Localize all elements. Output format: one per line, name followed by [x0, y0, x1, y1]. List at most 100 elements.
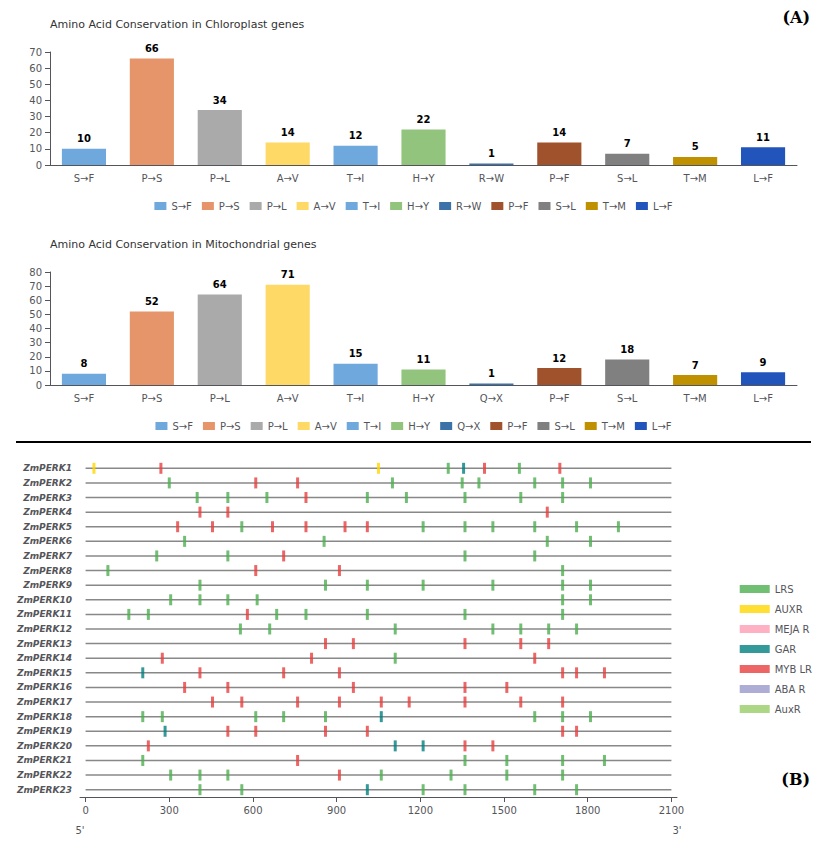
svg-text:ZmPERK22: ZmPERK22 — [16, 770, 72, 780]
svg-text:9: 9 — [760, 357, 767, 368]
svg-text:600: 600 — [243, 805, 262, 816]
svg-text:H→Y: H→Y — [407, 201, 430, 212]
svg-text:T→M: T→M — [602, 201, 626, 212]
svg-text:ZmPERK8: ZmPERK8 — [22, 566, 72, 576]
svg-text:7: 7 — [692, 360, 699, 371]
svg-text:P→L: P→L — [210, 393, 230, 404]
svg-text:66: 66 — [145, 43, 159, 54]
svg-text:60: 60 — [29, 63, 42, 74]
svg-text:Q→X: Q→X — [457, 421, 480, 432]
svg-text:ZmPERK7: ZmPERK7 — [22, 551, 73, 561]
svg-text:10: 10 — [29, 143, 42, 154]
svg-text:ZmPERK3: ZmPERK3 — [22, 493, 72, 503]
svg-text:R→W: R→W — [456, 201, 481, 212]
svg-text:14: 14 — [281, 127, 295, 138]
svg-text:ZmPERK1: ZmPERK1 — [22, 463, 72, 473]
svg-text:MYB LR: MYB LR — [775, 664, 812, 675]
svg-text:ABA R: ABA R — [775, 684, 806, 695]
svg-text:8: 8 — [80, 358, 87, 369]
svg-text:11: 11 — [756, 132, 770, 143]
svg-text:S→L: S→L — [617, 393, 638, 404]
svg-text:ZmPERK12: ZmPERK12 — [16, 624, 72, 634]
svg-text:ZmPERK2: ZmPERK2 — [22, 478, 72, 488]
svg-text:(B): (B) — [781, 770, 810, 789]
svg-text:ZmPERK6: ZmPERK6 — [22, 536, 72, 546]
svg-text:7: 7 — [624, 138, 631, 149]
svg-text:A→V: A→V — [315, 421, 337, 432]
svg-text:R→W: R→W — [479, 173, 504, 184]
svg-text:T→I: T→I — [346, 173, 364, 184]
svg-text:ZmPERK19: ZmPERK19 — [16, 726, 72, 736]
svg-text:P→S: P→S — [141, 393, 162, 404]
svg-text:ZmPERK21: ZmPERK21 — [16, 755, 72, 765]
svg-text:ZmPERK14: ZmPERK14 — [16, 653, 72, 663]
svg-text:71: 71 — [281, 269, 295, 280]
svg-text:S→F: S→F — [171, 201, 192, 212]
svg-text:40: 40 — [29, 323, 42, 334]
svg-text:70: 70 — [29, 47, 42, 58]
svg-text:A→V: A→V — [277, 173, 299, 184]
svg-text:MEJA R: MEJA R — [775, 624, 810, 635]
svg-text:T→I: T→I — [362, 201, 380, 212]
svg-text:H→Y: H→Y — [412, 173, 435, 184]
svg-text:L→F: L→F — [753, 173, 773, 184]
svg-text:Amino Acid Conservation in Mit: Amino Acid Conservation in Mitochondrial… — [50, 238, 317, 251]
svg-text:ZmPERK13: ZmPERK13 — [16, 639, 72, 649]
svg-text:S→L: S→L — [617, 173, 638, 184]
svg-text:T→M: T→M — [601, 421, 625, 432]
svg-text:ZmPERK5: ZmPERK5 — [22, 522, 72, 532]
svg-text:S→L: S→L — [554, 421, 575, 432]
svg-text:0: 0 — [36, 160, 42, 171]
svg-text:GAR: GAR — [775, 644, 797, 655]
svg-text:ZmPERK16: ZmPERK16 — [16, 682, 72, 692]
svg-text:P→F: P→F — [549, 173, 569, 184]
svg-text:T→M: T→M — [683, 173, 707, 184]
svg-text:ZmPERK4: ZmPERK4 — [22, 507, 72, 517]
svg-text:1: 1 — [488, 368, 495, 379]
svg-text:P→F: P→F — [549, 393, 569, 404]
svg-text:70: 70 — [29, 281, 42, 292]
svg-text:P→L: P→L — [210, 173, 230, 184]
svg-text:ZmPERK9: ZmPERK9 — [22, 580, 72, 590]
svg-text:S→F: S→F — [74, 393, 95, 404]
svg-text:T→M: T→M — [683, 393, 707, 404]
svg-text:1800: 1800 — [575, 805, 600, 816]
svg-text:AUXR: AUXR — [775, 604, 803, 615]
svg-text:15: 15 — [349, 348, 363, 359]
svg-text:5': 5' — [75, 825, 84, 836]
svg-text:0: 0 — [36, 380, 42, 391]
svg-text:14: 14 — [552, 127, 566, 138]
svg-text:10: 10 — [29, 365, 42, 376]
svg-text:ZmPERK17: ZmPERK17 — [16, 697, 73, 707]
svg-text:3': 3' — [672, 825, 681, 836]
svg-text:P→L: P→L — [268, 421, 288, 432]
svg-text:P→S: P→S — [141, 173, 162, 184]
svg-text:20: 20 — [29, 351, 42, 362]
svg-text:ZmPERK10: ZmPERK10 — [16, 595, 72, 605]
svg-text:52: 52 — [145, 296, 159, 307]
svg-text:ZmPERK11: ZmPERK11 — [16, 609, 72, 619]
svg-text:S→F: S→F — [172, 421, 193, 432]
svg-text:LRS: LRS — [775, 584, 794, 595]
svg-text:10: 10 — [77, 133, 91, 144]
svg-text:1500: 1500 — [491, 805, 516, 816]
svg-text:S→F: S→F — [74, 173, 95, 184]
svg-text:18: 18 — [620, 344, 634, 355]
svg-text:2100: 2100 — [659, 805, 684, 816]
svg-text:ZmPERK20: ZmPERK20 — [16, 741, 72, 751]
svg-text:P→S: P→S — [220, 421, 241, 432]
svg-text:ZmPERK15: ZmPERK15 — [16, 668, 72, 678]
svg-text:50: 50 — [29, 309, 42, 320]
svg-text:ZmPERK23: ZmPERK23 — [16, 785, 72, 795]
svg-text:L→F: L→F — [753, 393, 773, 404]
svg-text:AuxR: AuxR — [775, 704, 801, 715]
svg-text:5: 5 — [692, 141, 699, 152]
svg-text:30: 30 — [29, 337, 42, 348]
svg-text:Amino Acid Conservation in Chl: Amino Acid Conservation in Chloroplast g… — [50, 18, 304, 31]
svg-text:22: 22 — [417, 114, 431, 125]
svg-text:(A): (A) — [782, 8, 810, 27]
svg-text:64: 64 — [213, 279, 227, 290]
svg-text:L→F: L→F — [652, 421, 672, 432]
svg-text:12: 12 — [349, 130, 363, 141]
svg-text:H→Y: H→Y — [412, 393, 435, 404]
